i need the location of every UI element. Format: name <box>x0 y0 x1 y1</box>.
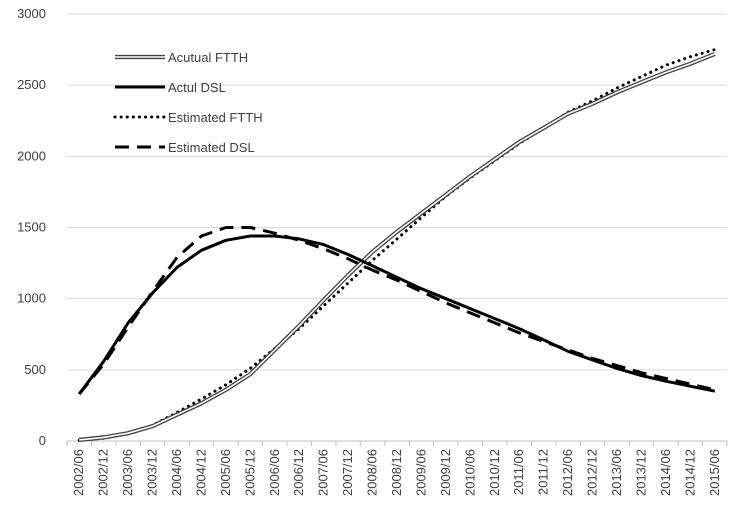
x-tick-label: 2007/06 <box>316 449 331 496</box>
legend-label-actul-dsl: Actul DSL <box>168 80 226 95</box>
x-tick-label: 2004/12 <box>193 449 208 496</box>
series-line-actul-dsl <box>77 234 716 395</box>
x-tick-label: 2003/06 <box>120 449 135 496</box>
axes <box>66 440 728 446</box>
x-tick-label: 2011/06 <box>511 449 526 495</box>
x-tick-label: 2007/12 <box>340 449 355 496</box>
x-tick-label: 2002/06 <box>71 449 86 496</box>
y-tick-labels: 0 500 1000 1500 2000 2500 3000 <box>17 6 46 448</box>
series-line-acutual-ftth <box>79 53 716 441</box>
series-line-acutual-ftth-group <box>78 51 716 442</box>
series-line-estimated-dsl <box>78 226 716 395</box>
y-tick-label: 500 <box>24 362 46 377</box>
x-tick-label: 2002/12 <box>96 449 111 496</box>
x-tick-label: 2005/12 <box>242 449 257 496</box>
y-tick-label: 1000 <box>17 291 46 306</box>
gridlines <box>67 13 727 371</box>
x-tick-label: 2014/06 <box>658 449 673 496</box>
x-tick-labels: 2002/06 2002/12 2003/06 2003/12 2004/06 2004/… <box>71 449 722 496</box>
x-tick-label: 2004/06 <box>169 449 184 496</box>
x-tick-label: 2011/12 <box>536 449 551 495</box>
x-tick-label: 2008/12 <box>389 449 404 496</box>
x-tick-label: 2010/06 <box>462 449 477 496</box>
x-tick-label: 2013/06 <box>609 449 624 496</box>
y-tick-label: 0 <box>39 433 46 448</box>
y-tick-label: 2000 <box>17 148 46 163</box>
series-lines <box>77 48 717 442</box>
y-tick-label: 3000 <box>17 6 46 21</box>
x-tick-label: 2010/12 <box>487 449 502 496</box>
x-tick-label: 2012/06 <box>560 449 575 496</box>
y-tick-label: 2500 <box>17 77 46 92</box>
x-tick-label: 2009/06 <box>413 449 428 496</box>
legend-label-acutual-ftth: Acutual FTTH <box>168 50 248 65</box>
x-tick-label: 2005/06 <box>218 449 233 496</box>
x-tick-label: 2006/12 <box>291 449 306 496</box>
legend: Acutual FTTH Actul DSL Estimated FTTH Estim… <box>113 50 263 155</box>
y-tick-label: 1500 <box>17 220 46 235</box>
x-tick-label: 2013/12 <box>633 449 648 496</box>
x-tick-label: 2014/12 <box>682 449 697 496</box>
x-tick-label: 2008/06 <box>365 449 380 496</box>
x-tick-label: 2015/06 <box>707 449 722 496</box>
x-tick-label: 2003/12 <box>145 449 160 496</box>
x-tick-label: 2006/06 <box>267 449 282 496</box>
legend-label-estimated-ftth: Estimated FTTH <box>168 110 263 125</box>
legend-label-estimated-dsl: Estimated DSL <box>168 140 255 155</box>
x-tick-label: 2012/12 <box>585 449 600 496</box>
x-tick-label: 2009/12 <box>438 449 453 496</box>
series-line-estimated-ftth <box>77 48 717 442</box>
